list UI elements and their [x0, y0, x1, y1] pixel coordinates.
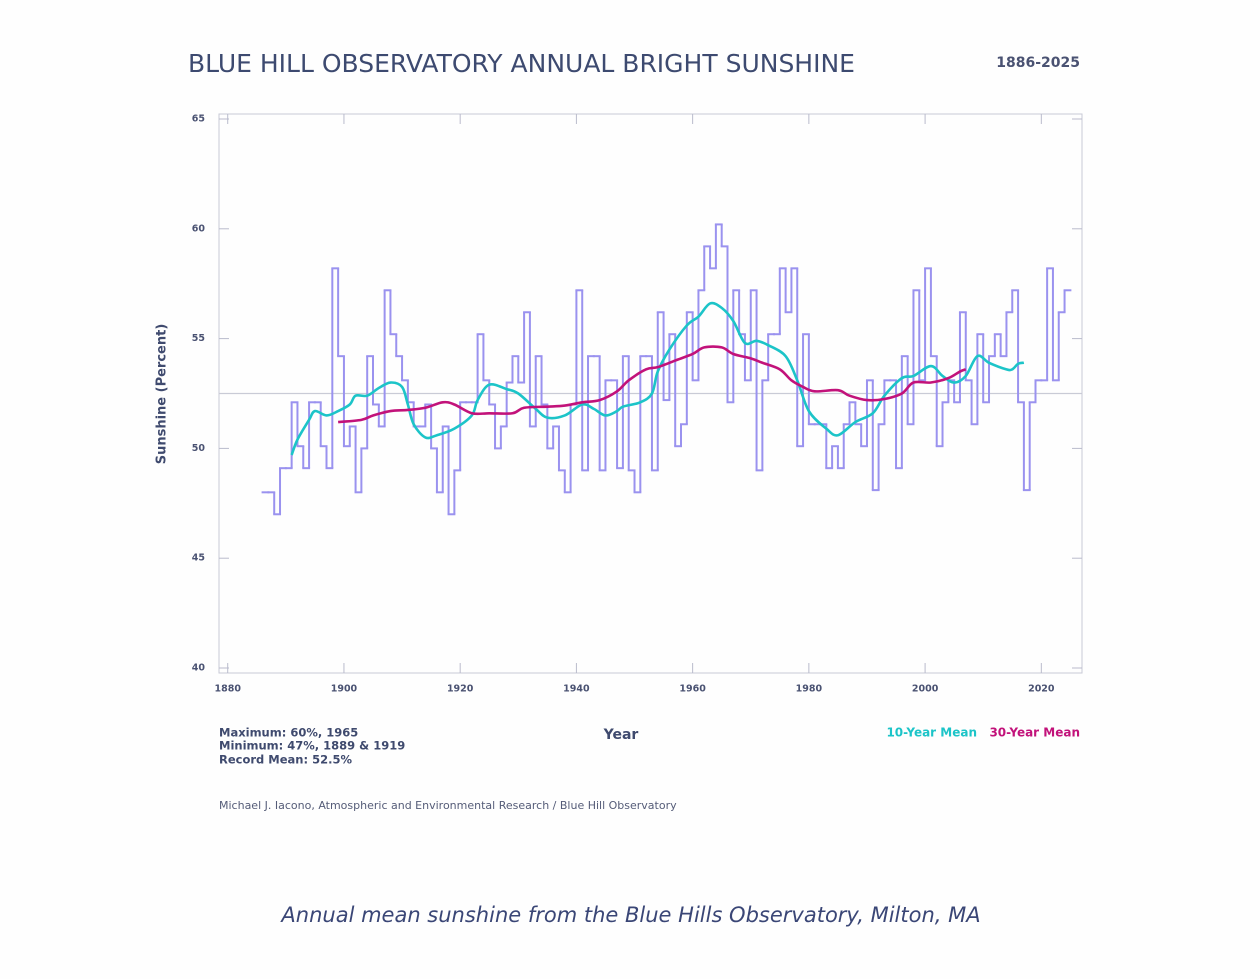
y-tick-label: 50 [192, 443, 206, 454]
y-tick-label: 65 [192, 114, 205, 125]
mean-line [290, 301, 1025, 456]
x-axis-label: Year [603, 727, 639, 743]
y-tick-label: 45 [192, 553, 205, 564]
caption: Annual mean sunshine from the Blue Hills… [279, 903, 980, 927]
annotation: Maximum: 60%, 1965 [219, 726, 358, 740]
y-tick-label: 55 [192, 333, 205, 344]
x-tick-label: 2020 [1028, 684, 1055, 695]
annotation: Record Mean: 52.5% [219, 753, 352, 767]
x-tick-label: 1900 [331, 684, 358, 695]
annotation: Minimum: 47%, 1889 & 1919 [219, 739, 405, 753]
x-tick-label: 1920 [447, 684, 474, 695]
legend-entry: 10-Year Mean [886, 726, 977, 740]
y-tick-label: 40 [192, 663, 206, 674]
x-tick-label: 1960 [679, 684, 706, 695]
x-tick-label: 1880 [214, 684, 241, 695]
y-tick-label: 60 [192, 223, 206, 234]
y-axis-label: Sunshine (Percent) [155, 324, 170, 465]
mean-line [338, 345, 967, 424]
x-tick-label: 1980 [796, 684, 823, 695]
legend-entry: 30-Year Mean [989, 726, 1080, 740]
x-tick-label: 2000 [912, 684, 939, 695]
date-range: 1886-2025 [996, 55, 1080, 71]
credit: Michael J. Iacono, Atmospheric and Envir… [219, 799, 677, 812]
chart-title: BLUE HILL OBSERVATORY ANNUAL BRIGHT SUNS… [188, 49, 855, 78]
x-tick-label: 1940 [563, 684, 590, 695]
